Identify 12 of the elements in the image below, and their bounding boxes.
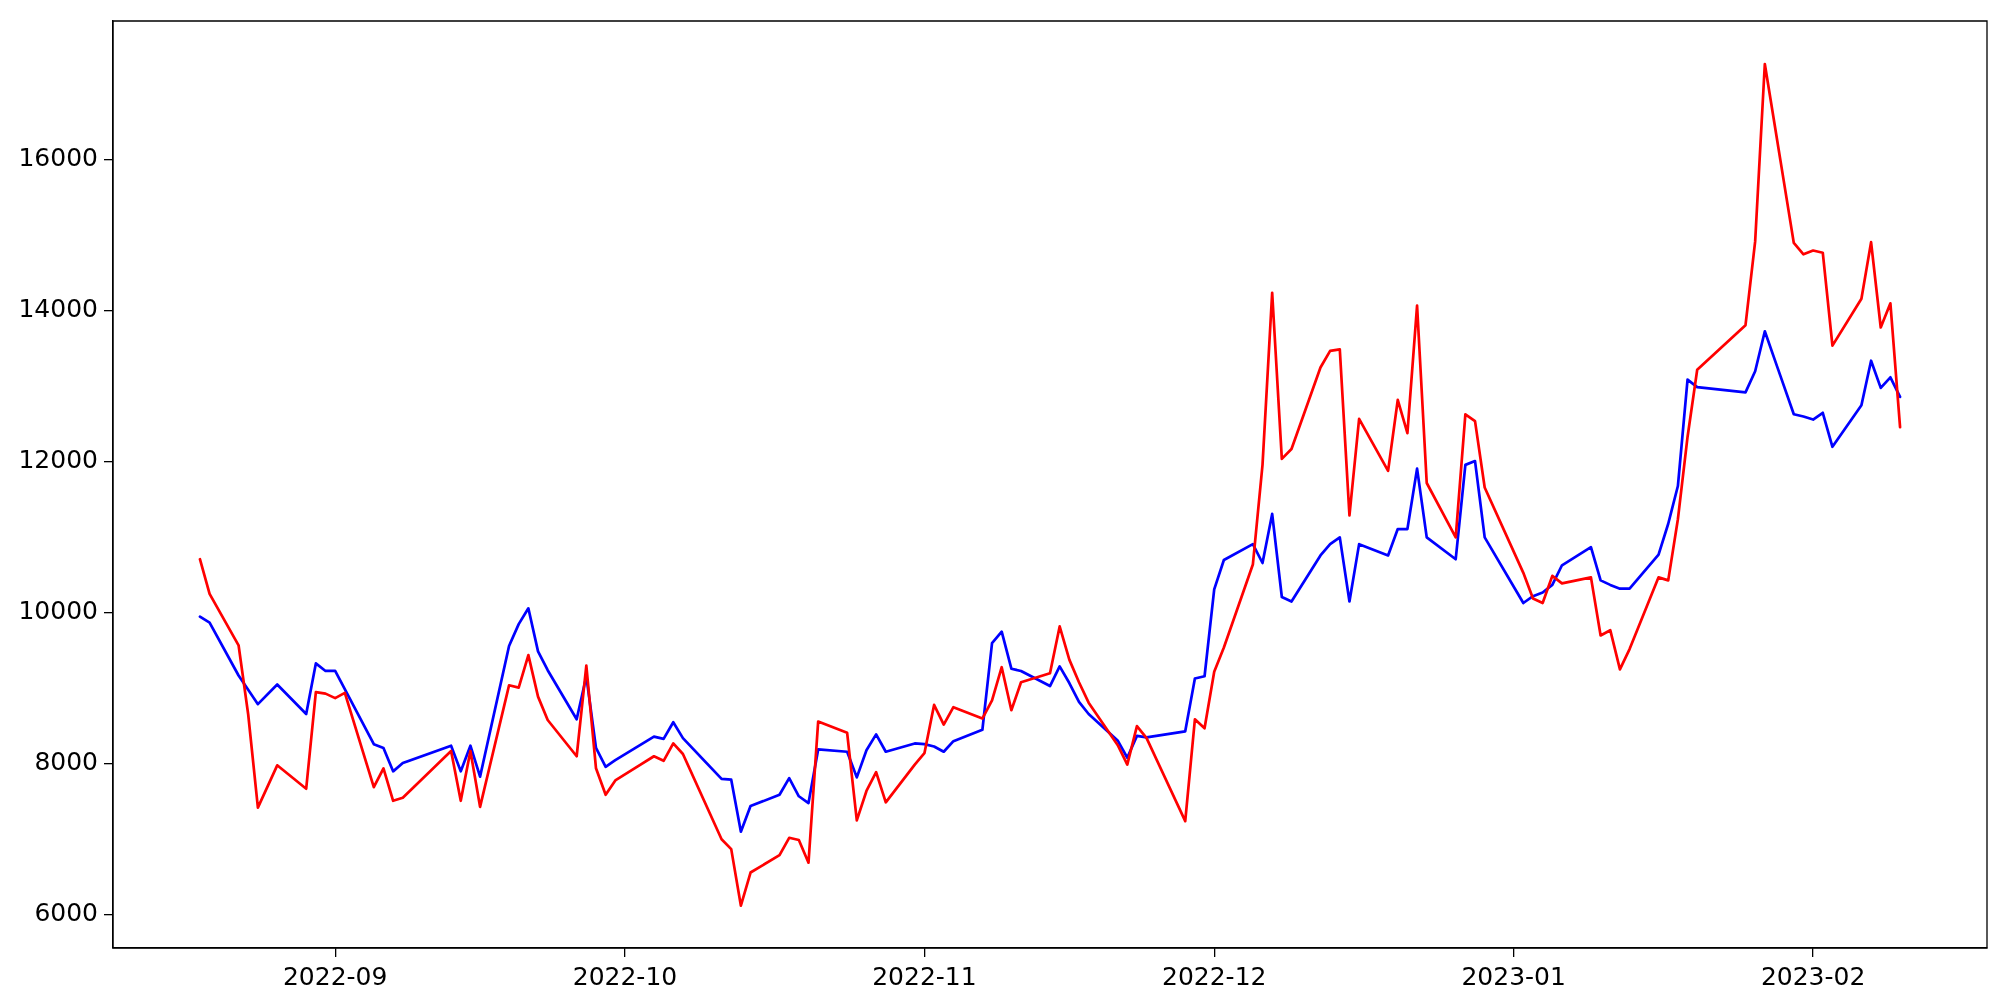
x-tick-label: 2023-01: [1461, 961, 1566, 991]
y-tick-label: 10000: [18, 596, 98, 626]
y-tick-label: 14000: [18, 294, 98, 324]
y-tick-label: 16000: [18, 143, 98, 173]
x-tick-label: 2022-12: [1161, 961, 1267, 991]
y-tick-label: 12000: [18, 445, 98, 475]
x-tick-label: 2022-11: [872, 961, 977, 991]
x-tick-label: 2022-10: [572, 961, 678, 991]
x-tick-label: 2022-09: [282, 961, 388, 991]
y-tick-label: 6000: [34, 898, 98, 928]
y-tick-label: 8000: [34, 747, 98, 777]
x-tick-label: 2023-02: [1760, 961, 1866, 991]
